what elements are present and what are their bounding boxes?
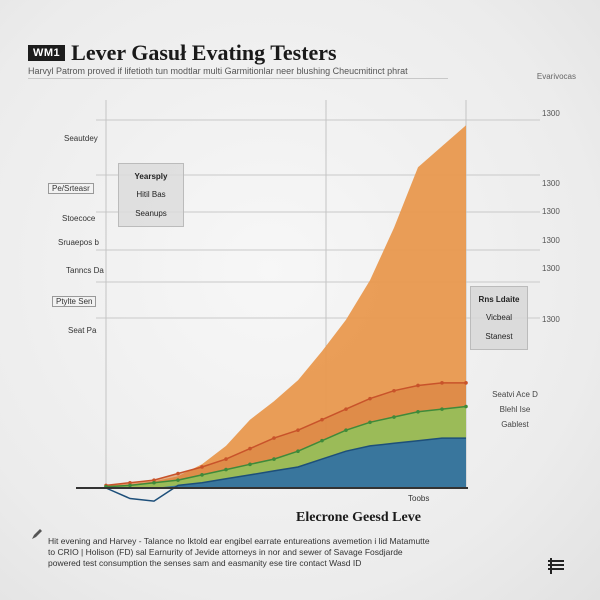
chart-title: Lever Gasuł Evating Testers: [71, 40, 337, 65]
side-legend-item: Blehl Ise: [499, 405, 531, 414]
data-point-red: [440, 381, 444, 385]
data-point-green: [416, 409, 420, 414]
y-tick-label: 1300: [542, 207, 560, 216]
callout-line: Seanups: [135, 209, 167, 219]
y-tick-label: 1300: [542, 179, 560, 188]
y-tick-label: 1300: [542, 109, 560, 118]
side-legend-item: Gablest: [501, 420, 529, 429]
data-point-green: [296, 449, 300, 454]
data-point-red: [464, 381, 468, 385]
data-point-red: [296, 428, 300, 432]
footer-text: Hit evening and Harvey - Talance no Ikto…: [48, 536, 498, 569]
data-point-red: [416, 383, 420, 388]
data-point-green: [128, 483, 132, 488]
data-point-red: [368, 396, 372, 401]
callout-line: Hitil Bas: [136, 190, 166, 200]
data-point-green: [464, 404, 468, 409]
series-area-blue: [106, 438, 466, 488]
y-tick-label: 1300: [542, 236, 560, 245]
left-note: Stoecoce: [62, 214, 96, 223]
footer-line: powered test consumption the senses sam …: [48, 558, 362, 568]
logo-icon: [548, 558, 564, 574]
data-point-red: [200, 465, 204, 469]
data-point-green: [224, 467, 228, 472]
series-line-blue: [105, 437, 466, 502]
y-tick-label: 1300: [542, 315, 560, 324]
data-point-red: [272, 436, 276, 440]
pen-icon: [32, 529, 42, 539]
data-point-red: [176, 471, 180, 476]
data-point-green: [248, 462, 252, 467]
data-point-green: [200, 473, 204, 477]
data-point-red: [128, 480, 132, 485]
data-point-green: [344, 428, 348, 432]
callout-line: Yearsply: [134, 171, 168, 181]
left-note: Tanncs Da: [66, 266, 104, 275]
data-point-green: [368, 420, 372, 425]
data-point-red: [152, 478, 156, 482]
left-note: Pe/Srteasr: [48, 183, 94, 194]
left-note: Sruaepos b: [58, 238, 99, 247]
left-note: Seautdey: [64, 134, 98, 143]
y-tick-label: 1300: [542, 264, 560, 273]
callout-line: Stanest: [485, 332, 513, 342]
callout-line: Rns Ldaite: [478, 294, 520, 304]
data-point-green: [392, 415, 396, 419]
series-line-red: [105, 382, 466, 487]
data-point-red: [224, 457, 228, 461]
data-point-green: [176, 478, 180, 482]
data-point-red: [320, 417, 324, 422]
side-legend-item: Seatvi Ace D: [492, 390, 538, 399]
left-note: Ptylte Sen: [52, 296, 97, 307]
title-badge: WM1: [28, 45, 66, 61]
chart-subtitle: Harvyl Patrom proved if lifetioth tun mo…: [28, 66, 448, 79]
data-point-red: [392, 388, 396, 393]
callout-right: Rns Ldaite Vicbeal Stanest: [470, 286, 528, 350]
left-note: Seat Pa: [68, 326, 97, 335]
data-point-green: [440, 407, 444, 411]
data-point-green: [320, 438, 324, 443]
chart-title-wrap: WM1 Lever Gasuł Evating Testers: [28, 40, 337, 66]
x-axis-note: Toobs: [408, 494, 430, 503]
data-point-red: [248, 446, 252, 451]
data-point-green: [152, 480, 156, 485]
data-point-green: [272, 457, 276, 461]
data-point-red: [344, 407, 348, 411]
side-legend: Seatvi Ace D Blehl Ise Gablest: [482, 390, 548, 429]
footer-line: Hit evening and Harvey - Talance no Ikto…: [48, 536, 430, 546]
callout-line: Vicbeal: [485, 313, 513, 323]
corner-note: Evarivocas: [536, 72, 576, 81]
footer-line: to CRIO | Holison (FD) sal Earnurity of …: [48, 547, 403, 557]
x-axis-label: Elecrone Geesd Leve: [296, 510, 421, 525]
callout-left: Yearsply Hitil Bas Seanups: [118, 163, 184, 227]
series-line-green: [105, 405, 467, 488]
